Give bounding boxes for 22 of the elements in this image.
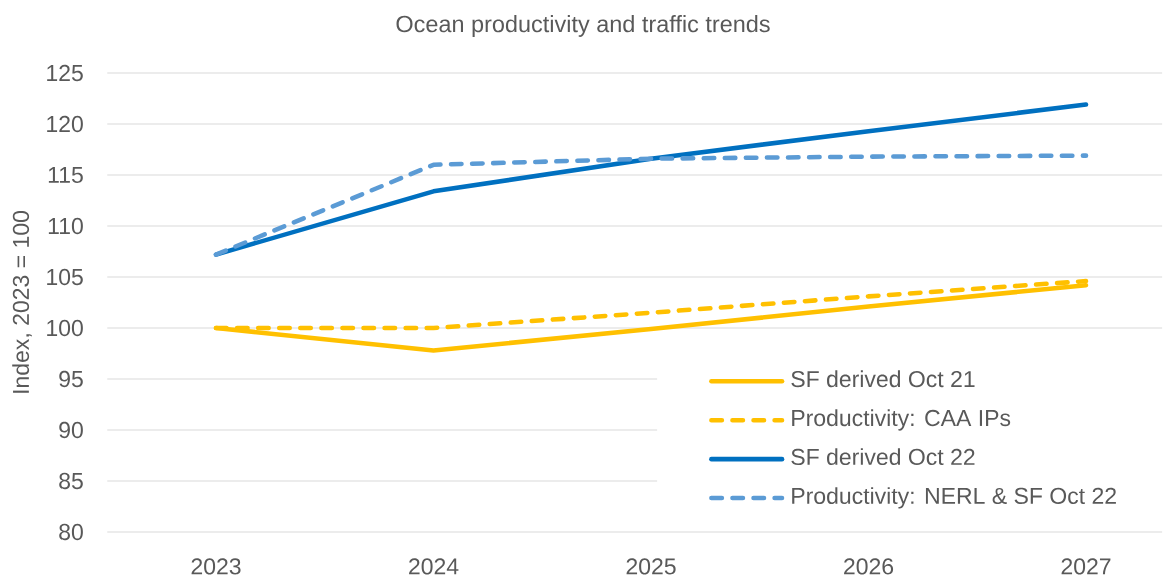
- x-tick-label: 2024: [409, 558, 459, 575]
- y-tick-label: 105: [47, 268, 83, 286]
- chart-title: Ocean productivity and traffic trends: [396, 15, 770, 37]
- y-axis-title: Index, 2023 = 100: [12, 211, 32, 393]
- x-tick-label: 2027: [1061, 558, 1111, 575]
- y-tick-label: 115: [48, 166, 83, 184]
- x-tick-label: 2023: [191, 558, 241, 575]
- line-series: [213, 153, 1089, 257]
- legend-label: SF derived Oct 21: [791, 370, 975, 388]
- y-tick-label: 90: [59, 421, 83, 439]
- y-tick-label: 120: [47, 115, 83, 133]
- y-tick-label: 125: [47, 64, 83, 82]
- y-tick-label: 100: [47, 319, 83, 337]
- y-tick-label: 80: [59, 523, 83, 541]
- legend-label: Productivity: CAA IPs: [792, 409, 1011, 431]
- y-tick-label: 110: [48, 217, 83, 235]
- y-tick-label: 85: [59, 472, 83, 490]
- legend-label: Productivity: NERL & SF Oct 22: [792, 487, 1116, 509]
- y-tick-label: 95: [59, 370, 83, 388]
- x-tick-label: 2026: [844, 558, 894, 575]
- x-tick-label: 2025: [626, 558, 676, 575]
- legend-label: SF derived Oct 22: [791, 448, 975, 466]
